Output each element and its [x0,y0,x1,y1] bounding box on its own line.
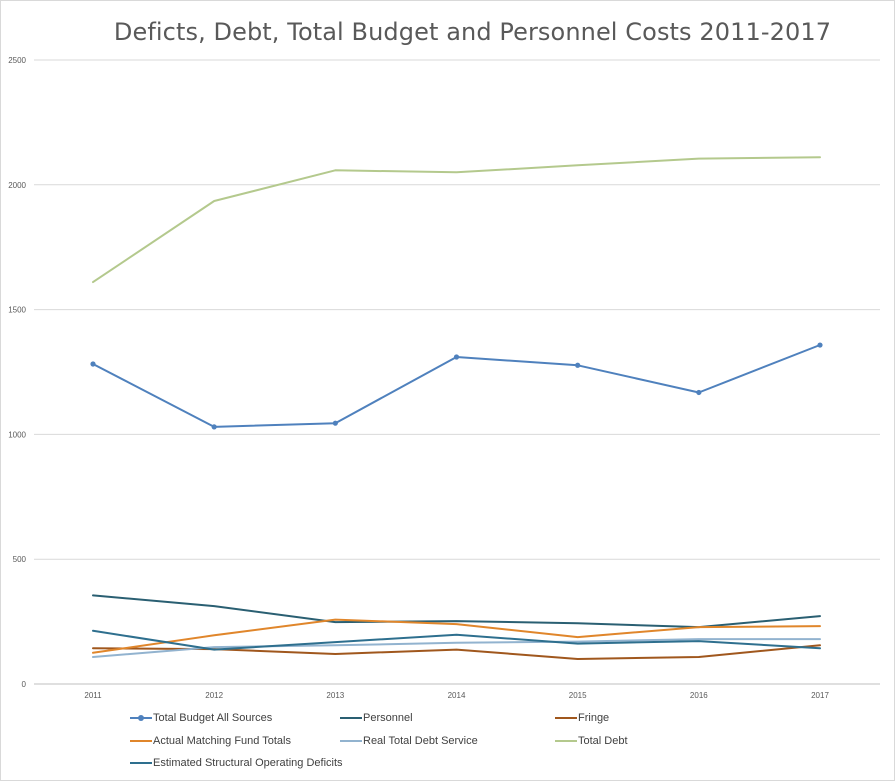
data-point [817,342,823,348]
series-line [92,594,821,629]
x-tick-label: 2017 [811,691,829,700]
gridlines [34,59,880,685]
x-tick-label: 2013 [326,691,344,700]
series-line [92,629,821,651]
data-point [211,424,217,430]
data-point [332,420,338,426]
data-point [575,362,581,368]
x-tick-label: 2012 [205,691,223,700]
x-tick-label: 2011 [84,691,102,700]
data-point [696,389,702,396]
x-tick-label: 2015 [569,691,587,700]
data-point [90,361,96,367]
series-4 [92,638,821,658]
y-tick-label: 2500 [8,56,26,65]
series-5 [92,156,821,284]
x-tick-label: 2016 [690,691,708,700]
x-tick-label: 2014 [448,691,466,700]
y-tick-label: 1500 [8,306,26,315]
series-0 [90,342,823,430]
data-point [453,354,460,360]
series-line [92,156,821,284]
y-tick-label: 2000 [8,181,26,190]
series-line [92,618,821,654]
series-6 [92,629,821,651]
series-line [92,638,821,658]
y-tick-label: 0 [22,680,27,689]
chart-title: Deficts, Debt, Total Budget and Personne… [113,18,832,46]
series-3 [92,618,821,654]
series-1 [92,594,821,629]
series-lines [90,156,823,660]
y-tick-label: 500 [13,555,27,564]
axes: 0 500 1000 1500 2000 2500 2011 2012 2013 2014 2015… [8,56,829,700]
y-tick-label: 1000 [8,430,26,439]
